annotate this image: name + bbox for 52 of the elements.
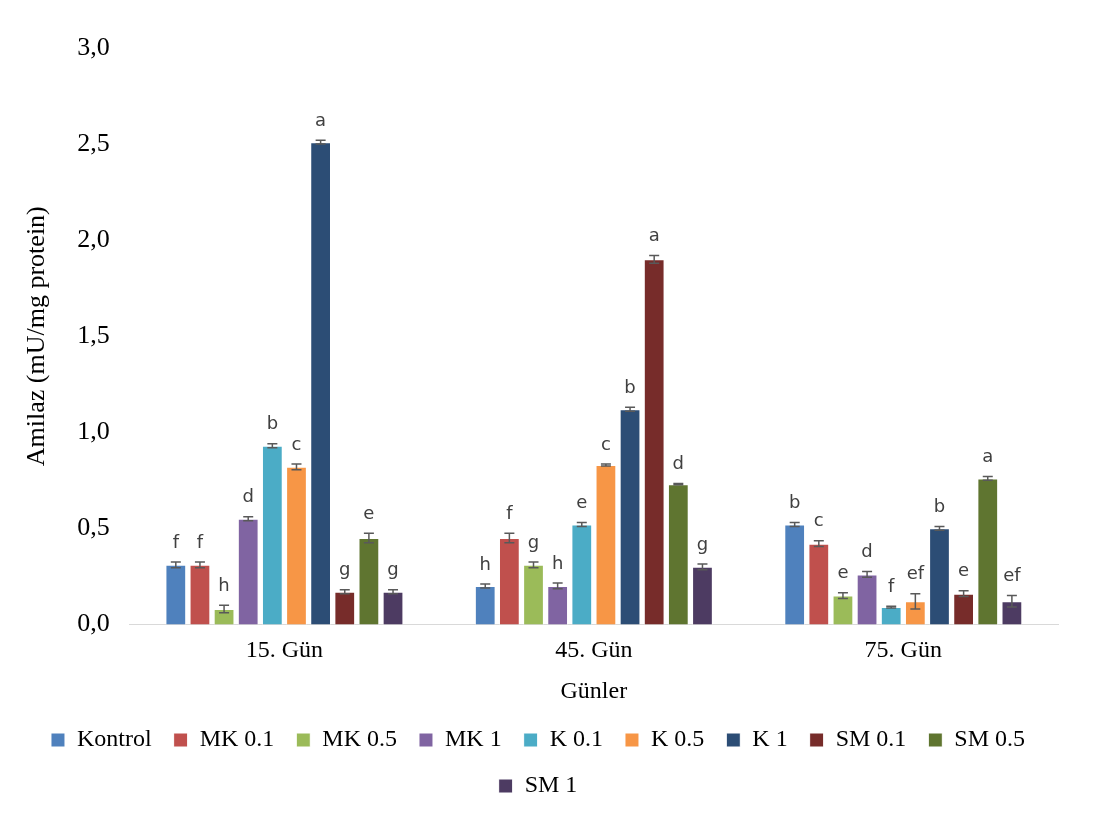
legend-label: SM 0.5 <box>954 725 1026 752</box>
data-label: f <box>506 501 514 523</box>
data-label: c <box>291 432 302 454</box>
y-tick-label: 0,0 <box>77 608 110 638</box>
legend-label: MK 0.5 <box>322 725 397 752</box>
data-label: b <box>624 375 636 397</box>
data-label: f <box>196 530 204 552</box>
data-label: a <box>648 224 660 246</box>
data-label: e <box>576 491 588 513</box>
y-tick-label: 1,0 <box>77 416 110 446</box>
legend-label: MK 0.1 <box>199 725 275 752</box>
legend-label: SM 1 <box>524 771 578 798</box>
data-label: d <box>242 485 254 507</box>
legend-label: MK 1 <box>444 725 502 752</box>
data-label: g <box>696 532 709 554</box>
data-label: ef <box>906 562 925 584</box>
legend-label: K 0.1 <box>549 725 603 752</box>
data-label: e <box>837 561 849 583</box>
data-label: c <box>813 509 824 531</box>
data-label: g <box>387 558 399 580</box>
data-label: d <box>861 540 873 562</box>
data-label: d <box>672 452 685 474</box>
legend-label: K 0.5 <box>650 725 705 752</box>
data-label: c <box>600 432 611 454</box>
data-label: b <box>788 491 801 513</box>
legend-label: SM 0.1 <box>835 725 907 752</box>
data-label: a <box>315 108 327 130</box>
data-label: a <box>982 445 994 467</box>
data-label: g <box>527 530 540 552</box>
x-tick-label: 75. Gün <box>864 636 942 663</box>
y-tick-label: 2,0 <box>77 223 110 253</box>
data-label: f <box>172 530 180 552</box>
y-tick-label: 2,5 <box>77 127 110 157</box>
data-label: h <box>218 573 230 595</box>
data-label: e <box>958 559 970 581</box>
data-label: f <box>888 574 896 596</box>
data-label: ef <box>1003 564 1022 586</box>
x-tick-label: 45. Gün <box>555 636 633 663</box>
x-axis-title: Günler <box>560 676 628 703</box>
data-label: b <box>266 412 279 434</box>
y-axis-title: Amilaz (mU/mg protein) <box>21 206 51 467</box>
data-label: h <box>551 551 564 573</box>
y-tick-label: 3,0 <box>77 31 110 61</box>
data-label: b <box>933 495 946 517</box>
y-tick-label: 0,5 <box>77 512 110 542</box>
x-tick-label: 15. Gün <box>245 636 324 663</box>
data-label: e <box>363 501 375 523</box>
data-label: h <box>479 552 491 574</box>
data-label: g <box>339 558 351 580</box>
legend-label: Kontrol <box>76 725 152 752</box>
legend-label: K 1 <box>752 725 788 752</box>
y-tick-label: 1,5 <box>77 320 110 350</box>
